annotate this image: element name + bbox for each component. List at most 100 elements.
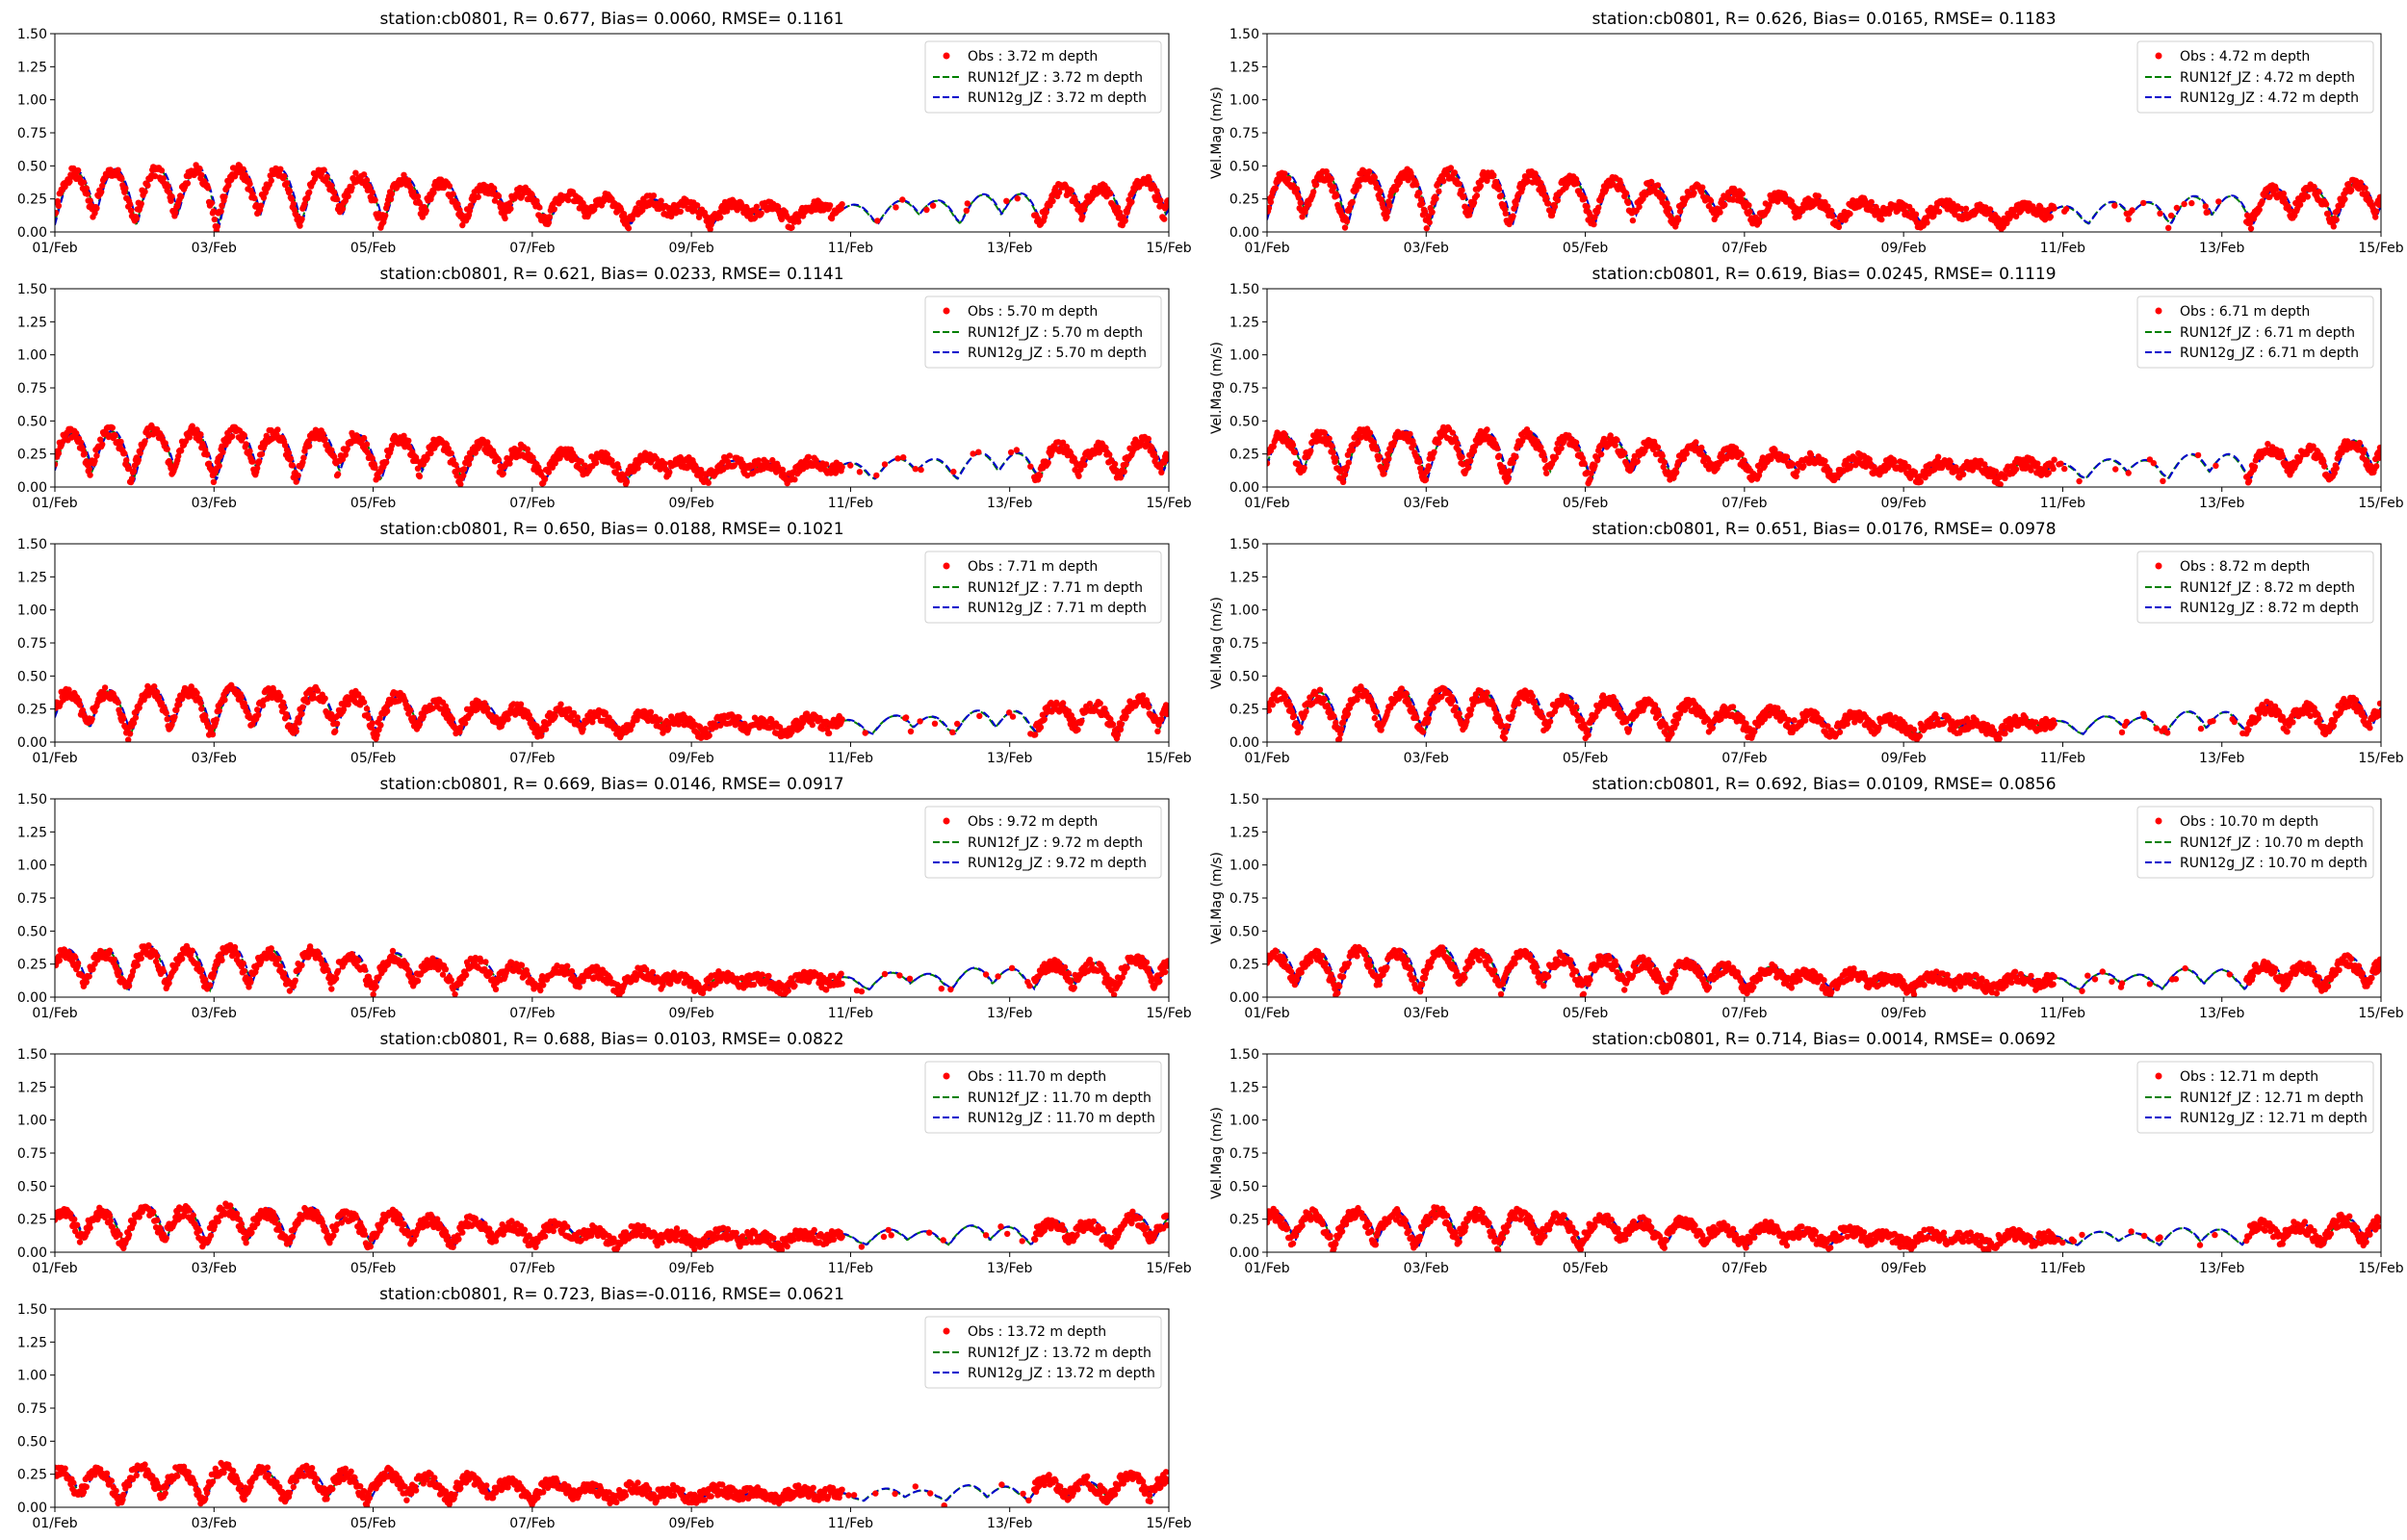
obs-point <box>592 459 600 467</box>
obs-point <box>1729 196 1737 203</box>
y-tick-label: 1.25 <box>17 570 47 585</box>
legend-marker-obs <box>943 307 950 315</box>
obs-point <box>1541 456 1548 463</box>
obs-point <box>533 197 540 204</box>
obs-point <box>1376 453 1383 460</box>
obs-point <box>2299 196 2307 203</box>
obs-point <box>1043 209 1049 216</box>
obs-point <box>1631 452 1639 460</box>
obs-point <box>2330 223 2337 230</box>
obs-point <box>826 202 834 209</box>
obs-point <box>388 191 396 197</box>
obs-point <box>2361 447 2368 453</box>
x-tick-label: 01/Feb <box>32 751 77 766</box>
obs-point <box>1741 457 1747 464</box>
obs-point <box>1573 446 1581 452</box>
obs-point <box>1459 187 1465 194</box>
obs-point <box>1783 453 1791 460</box>
obs-point <box>1459 453 1465 461</box>
obs-point <box>1815 192 1822 199</box>
obs-point <box>164 716 170 723</box>
obs-point <box>2342 195 2348 203</box>
x-tick-label: 11/Feb <box>828 751 873 766</box>
obs-point <box>665 725 672 732</box>
legend-entry-run12g: RUN12g_JZ : 3.72 m depth <box>968 90 1147 106</box>
obs-point <box>259 702 267 709</box>
obs-point <box>545 219 553 226</box>
obs-point <box>1962 205 1970 212</box>
obs-point <box>372 196 378 204</box>
obs-point <box>420 713 427 720</box>
obs-point <box>1396 179 1404 186</box>
obs-point <box>1986 206 1994 213</box>
x-tick-label: 15/Feb <box>2358 496 2403 511</box>
obs-point <box>706 732 712 739</box>
obs-point <box>2181 200 2187 208</box>
x-tick-label: 15/Feb <box>2358 241 2403 256</box>
obs-point <box>2364 458 2370 465</box>
obs-point <box>306 189 313 195</box>
obs-point <box>210 208 218 215</box>
obs-point <box>122 185 129 192</box>
legend-entry-run12g: RUN12g_JZ : 6.71 m depth <box>2180 346 2359 361</box>
obs-point <box>93 205 100 212</box>
obs-point <box>125 736 132 742</box>
obs-point <box>449 715 455 723</box>
obs-point <box>1384 461 1390 469</box>
x-tick-label: 05/Feb <box>350 241 396 256</box>
obs-point <box>454 467 461 474</box>
obs-point <box>2265 441 2271 448</box>
obs-point <box>1466 212 1473 218</box>
obs-point <box>1868 198 1875 206</box>
x-tick-label: 01/Feb <box>32 241 77 256</box>
obs-point <box>1828 207 1835 215</box>
obs-point <box>2167 212 2175 219</box>
obs-point <box>538 732 545 739</box>
obs-point <box>1080 455 1087 463</box>
obs-point <box>274 426 281 433</box>
obs-point <box>1328 175 1334 182</box>
obs-point <box>257 202 265 209</box>
obs-point <box>1411 441 1417 449</box>
chart-panel-3: station:cb0801, R= 0.621, Bias= 0.0233, … <box>17 265 1192 511</box>
obs-point <box>363 177 371 184</box>
obs-point <box>1027 463 1034 470</box>
chart-title: station:cb0801, R= 0.621, Bias= 0.0233, … <box>379 265 843 284</box>
obs-point <box>791 476 798 483</box>
obs-point <box>1538 179 1544 187</box>
obs-point <box>1471 443 1479 449</box>
obs-point <box>1449 429 1457 436</box>
obs-point <box>1794 468 1800 475</box>
x-tick-label: 11/Feb <box>828 496 873 511</box>
obs-point <box>171 713 178 721</box>
obs-point <box>1746 202 1752 209</box>
obs-point <box>1484 426 1490 433</box>
obs-point <box>1554 197 1562 204</box>
obs-point <box>1425 463 1433 470</box>
obs-point <box>491 197 499 204</box>
y-tick-label: 1.00 <box>1229 348 1259 364</box>
obs-point <box>405 437 412 445</box>
obs-point <box>697 467 705 474</box>
obs-point <box>168 721 175 729</box>
obs-point <box>168 193 175 200</box>
obs-point <box>1573 180 1581 187</box>
obs-point <box>1947 458 1954 465</box>
obs-point <box>726 452 734 459</box>
obs-point <box>1108 457 1115 464</box>
obs-point <box>2256 206 2263 214</box>
obs-point <box>225 182 232 189</box>
obs-point <box>1543 194 1550 201</box>
obs-point <box>1349 198 1356 206</box>
obs-point <box>2304 193 2311 200</box>
obs-point <box>352 169 359 176</box>
obs-point <box>2376 444 2381 451</box>
obs-point <box>1451 169 1459 176</box>
obs-point <box>1699 184 1706 191</box>
x-tick-label: 07/Feb <box>1721 496 1767 511</box>
obs-point <box>1636 203 1643 211</box>
obs-point <box>647 708 655 715</box>
obs-point <box>557 701 564 707</box>
obs-point <box>1390 439 1398 446</box>
